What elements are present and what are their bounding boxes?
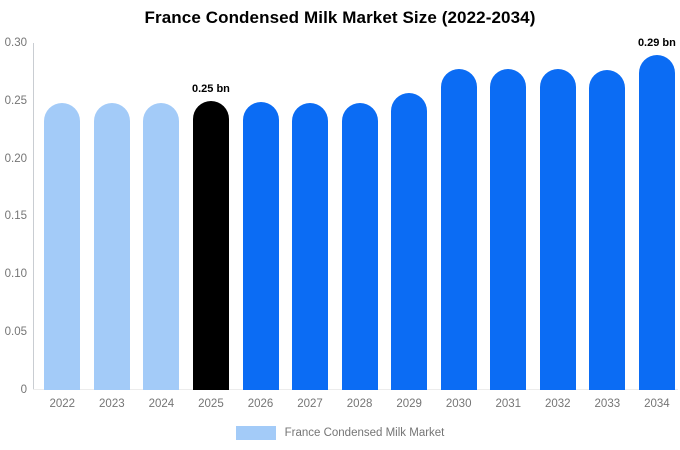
x-axis-tick-label-2024: 2024 — [148, 398, 175, 410]
bar-2026[interactable] — [242, 102, 279, 390]
x-axis-tick-label-2027: 2027 — [297, 398, 323, 410]
x-axis-tick-label-2030: 2030 — [445, 398, 472, 410]
bar-value-label-2034: 0.29 bn — [637, 36, 676, 49]
y-axis-tick-label: 0 — [20, 383, 27, 396]
bar-2025[interactable] — [192, 101, 229, 390]
y-axis-tick-label: 0.25 — [4, 95, 27, 107]
x-axis-tick-label-2031: 2031 — [495, 398, 522, 410]
x-axis-line — [33, 389, 678, 390]
bar-2024[interactable] — [143, 103, 180, 390]
bar-2030[interactable] — [440, 68, 477, 390]
bar-2029[interactable] — [391, 92, 428, 390]
chart-title: France Condensed Milk Market Size (2022-… — [144, 8, 536, 27]
bar-2033[interactable] — [589, 69, 626, 390]
y-axis-tick-label: 0.10 — [4, 268, 27, 281]
x-axis-tick-label-2029: 2029 — [396, 398, 422, 410]
x-axis-tick-label-2032: 2032 — [544, 398, 571, 410]
x-axis-tick-label-2026: 2026 — [247, 398, 274, 410]
bar-2034[interactable] — [638, 54, 675, 390]
bar-value-label-2025: 0.25 bn — [191, 83, 230, 95]
legend: France Condensed Milk Market — [0, 426, 680, 440]
bar-2032[interactable] — [539, 68, 576, 390]
legend-label[interactable]: France Condensed Milk Market — [284, 427, 445, 439]
y-axis-tick-label: 0.15 — [4, 210, 27, 223]
bar-2027[interactable] — [292, 103, 329, 390]
y-axis-tick-label: 0.05 — [4, 325, 27, 338]
bar-2031[interactable] — [490, 68, 527, 390]
y-axis-tick-label: 0.30 — [4, 37, 27, 50]
y-axis-tick-label: 0.20 — [4, 152, 27, 165]
x-axis-tick-label-2033: 2033 — [594, 398, 621, 410]
x-axis-tick-label-2023: 2023 — [99, 398, 125, 410]
y-axis-line — [33, 43, 34, 390]
x-axis-tick-label-2034: 2034 — [644, 398, 670, 410]
legend-swatch[interactable] — [235, 426, 276, 440]
bar-2023[interactable] — [93, 103, 130, 390]
bar-2022[interactable] — [44, 103, 81, 390]
x-axis-tick-label-2028: 2028 — [346, 398, 373, 410]
x-axis-tick-label-2022: 2022 — [49, 398, 76, 410]
x-axis-tick-label-2025: 2025 — [198, 398, 224, 410]
bar-2028[interactable] — [341, 103, 378, 390]
